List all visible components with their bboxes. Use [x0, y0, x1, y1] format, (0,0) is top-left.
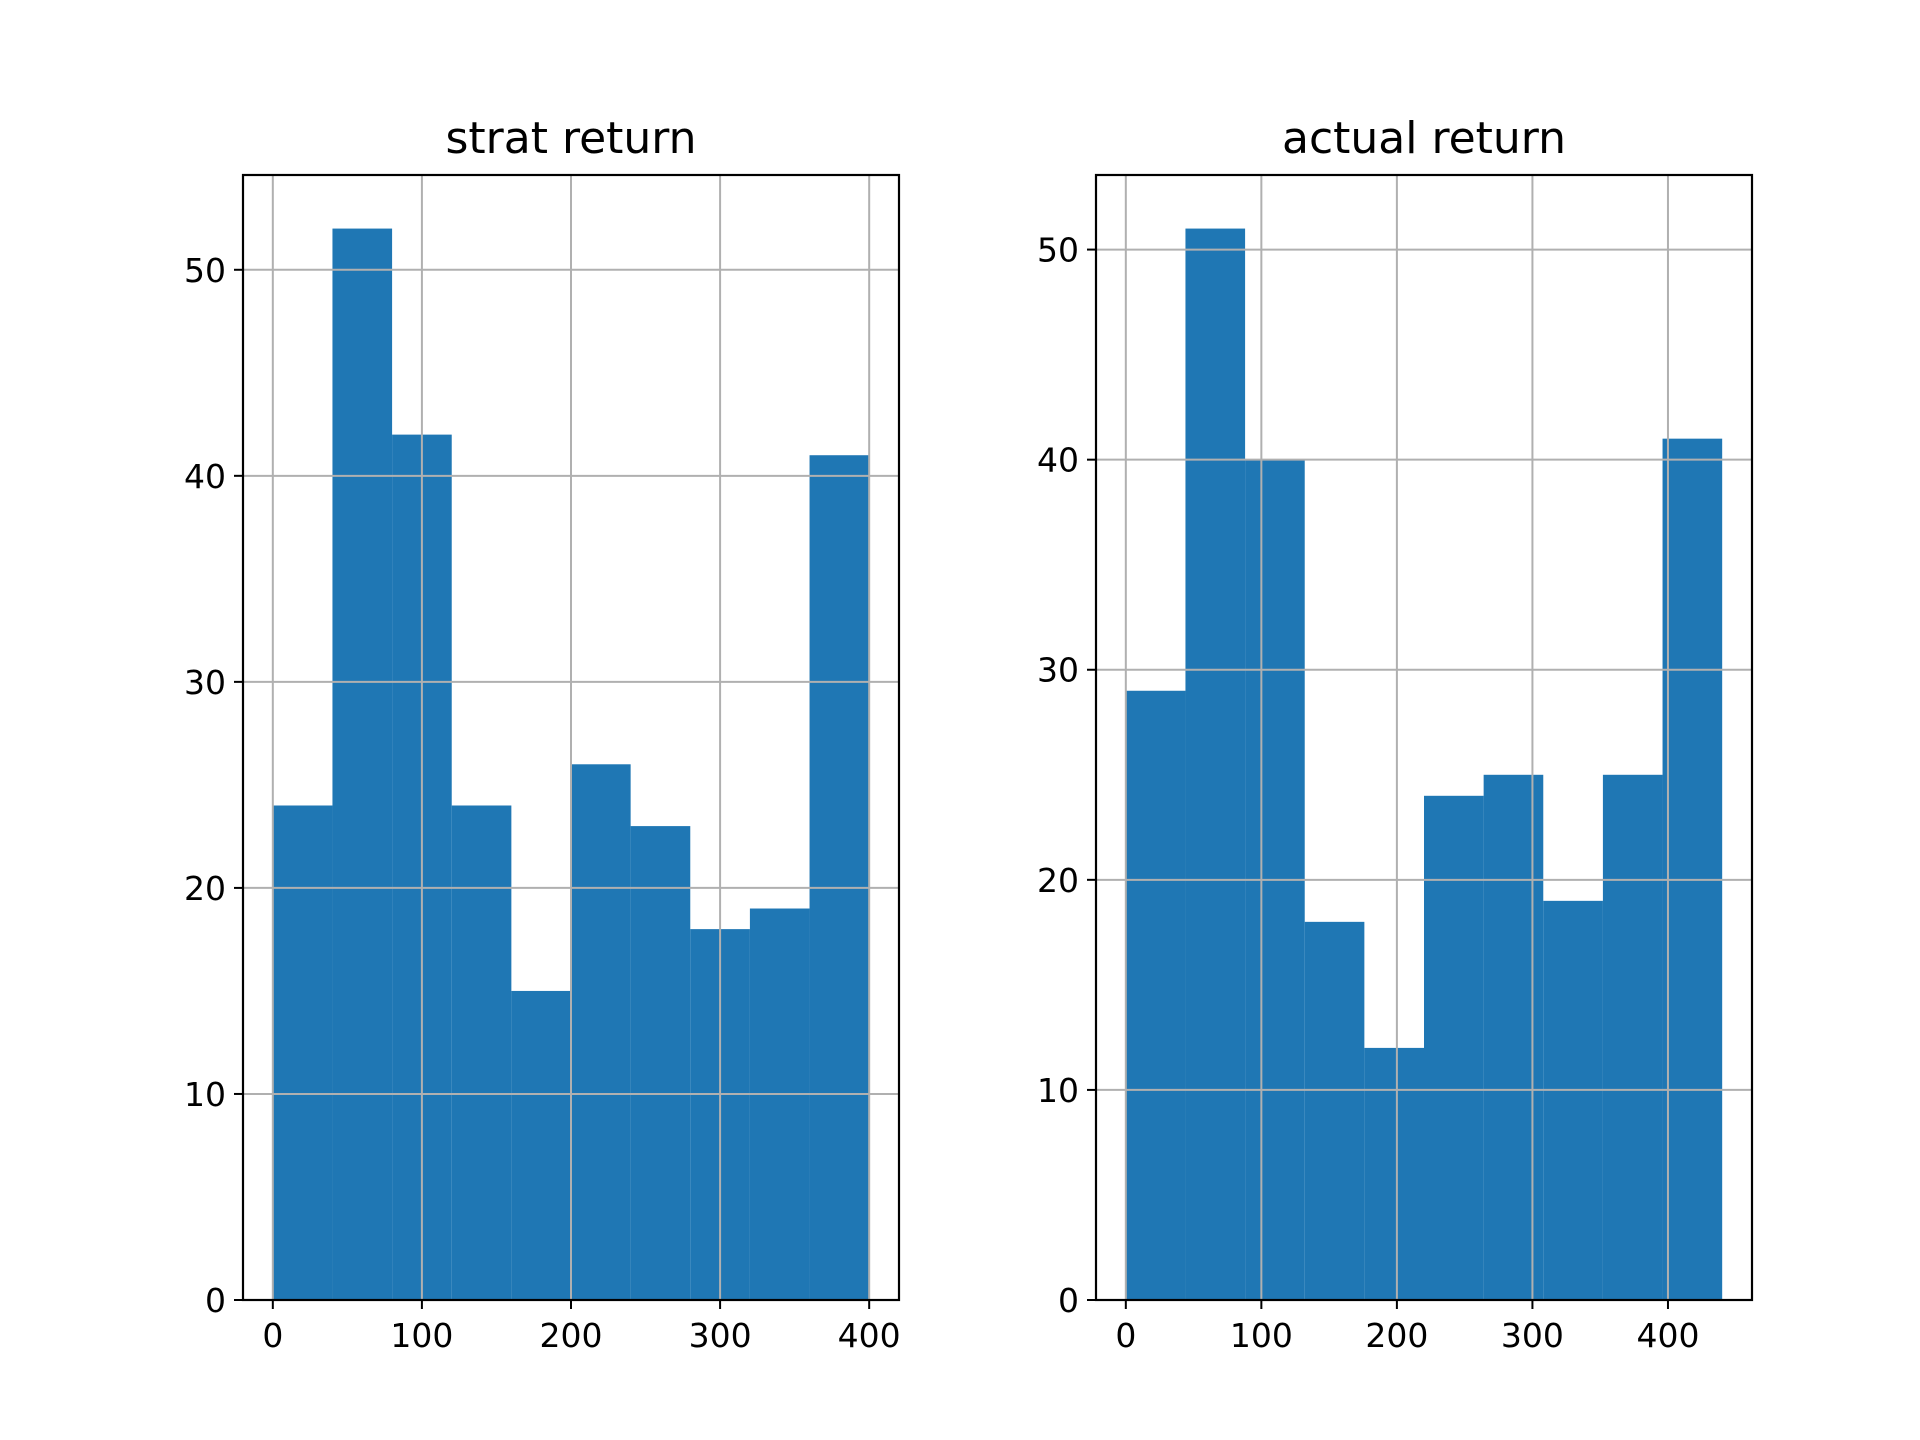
strat-return-ytick-label-5: 50: [184, 251, 226, 290]
actual-return-xtick-label-2: 200: [1365, 1316, 1428, 1355]
actual-return-xtick-label-0: 0: [1115, 1316, 1136, 1355]
actual-return-xtick-label-3: 300: [1501, 1316, 1564, 1355]
strat-return-xtick-label-0: 0: [262, 1316, 283, 1355]
strat-return-bar-6: [630, 826, 691, 1300]
actual-return-axes-frame: [1094, 173, 1754, 1302]
strat-return-xtick-label-2: 200: [540, 1316, 603, 1355]
strat-return-title: strat return: [445, 113, 696, 164]
strat-return-ytick-label-2: 20: [184, 869, 226, 908]
actual-return-xtick-label-1: 100: [1230, 1316, 1293, 1355]
strat-return-ytick-label-3: 30: [184, 663, 226, 702]
strat-return-bar-8: [749, 908, 810, 1300]
actual-return-bar-4: [1364, 1047, 1424, 1300]
actual-return-bar-7: [1543, 900, 1603, 1300]
strat-return-panel: 0 100 200 300 400 0 10 20 30 40 50 strat return: [184, 113, 901, 1355]
strat-return-bar-4: [511, 990, 571, 1300]
strat-return-xtick-label-3: 300: [689, 1316, 752, 1355]
actual-return-ytick-label-5: 50: [1037, 231, 1079, 270]
actual-return-title: actual return: [1282, 113, 1566, 164]
strat-return-bar-3: [451, 805, 512, 1300]
actual-return-bar-8: [1602, 774, 1663, 1300]
strat-return-bar-0: [272, 805, 333, 1300]
actual-return-bar-6: [1483, 774, 1544, 1300]
actual-return-ytick-label-2: 20: [1037, 861, 1079, 900]
actual-return-ytick-label-0: 0: [1058, 1281, 1079, 1320]
actual-return-bar-0: [1125, 690, 1186, 1300]
actual-return-bar-5: [1424, 795, 1484, 1300]
strat-return-bar-1: [332, 228, 393, 1301]
actual-return-xtick-label-4: 400: [1636, 1316, 1699, 1355]
strat-return-xtick-label-1: 100: [390, 1316, 453, 1355]
strat-return-bar-9: [809, 455, 870, 1300]
actual-return-bar-3: [1304, 921, 1365, 1300]
strat-return-xtick-label-4: 400: [838, 1316, 901, 1355]
actual-return-panel: 0 100 200 300 400 0 10 20 30 40 50 actual return: [1037, 113, 1754, 1355]
strat-return-ytick-label-1: 10: [184, 1075, 226, 1114]
actual-return-ytick-label-3: 30: [1037, 651, 1079, 690]
actual-return-ytick-label-4: 40: [1037, 441, 1079, 480]
actual-return-bar-1: [1185, 228, 1246, 1301]
strat-return-bar-5: [571, 764, 631, 1300]
actual-return-bar-9: [1662, 438, 1723, 1300]
strat-return-ytick-label-0: 0: [205, 1281, 226, 1320]
actual-return-ytick-label-1: 10: [1037, 1071, 1079, 1110]
strat-return-ytick-label-4: 40: [184, 457, 226, 496]
